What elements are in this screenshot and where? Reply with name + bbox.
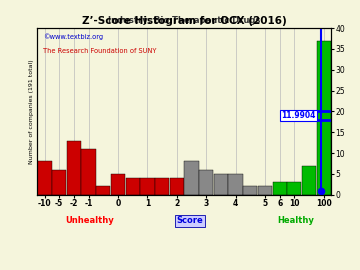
Bar bbox=[96, 186, 111, 195]
Bar bbox=[243, 186, 257, 195]
Bar bbox=[67, 141, 81, 195]
Text: Score: Score bbox=[177, 216, 203, 225]
Text: The Research Foundation of SUNY: The Research Foundation of SUNY bbox=[43, 48, 157, 54]
Bar bbox=[199, 170, 213, 195]
Bar bbox=[37, 161, 51, 195]
Text: 11.9904: 11.9904 bbox=[282, 111, 316, 120]
Bar bbox=[302, 166, 316, 195]
Bar bbox=[184, 161, 199, 195]
Text: Unhealthy: Unhealthy bbox=[66, 216, 114, 225]
Bar bbox=[126, 178, 140, 195]
Bar bbox=[316, 41, 331, 195]
Bar bbox=[258, 186, 272, 195]
Title: Z’-Score Histogram for OCX (2016): Z’-Score Histogram for OCX (2016) bbox=[82, 16, 287, 26]
Bar bbox=[273, 182, 287, 195]
Bar bbox=[214, 174, 228, 195]
Bar bbox=[155, 178, 169, 195]
Bar bbox=[52, 170, 66, 195]
Text: ©www.textbiz.org: ©www.textbiz.org bbox=[43, 33, 103, 40]
Text: Healthy: Healthy bbox=[277, 216, 314, 225]
Bar bbox=[140, 178, 154, 195]
Bar bbox=[287, 182, 301, 195]
Bar bbox=[81, 149, 96, 195]
Bar bbox=[111, 174, 125, 195]
Y-axis label: Number of companies (191 total): Number of companies (191 total) bbox=[30, 59, 35, 164]
Bar bbox=[229, 174, 243, 195]
Text: Industry: Bio Therapeutic Drugs: Industry: Bio Therapeutic Drugs bbox=[108, 16, 260, 25]
Bar bbox=[170, 178, 184, 195]
